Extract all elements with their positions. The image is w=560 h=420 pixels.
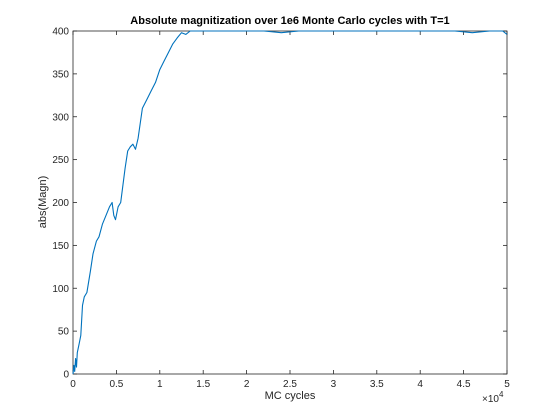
- y-tick-label: 400: [52, 27, 69, 38]
- x-tick-label: 3.5: [370, 379, 384, 390]
- y-tick-label: 50: [58, 327, 70, 338]
- x-tick-label: 0.5: [109, 379, 123, 390]
- y-axis-ticks: 0 50 100 150 200 250 300 350 400: [52, 27, 507, 381]
- y-tick-label: 300: [52, 112, 69, 123]
- x-axis-label: MC cycles: [265, 390, 316, 402]
- x-axis-exponent: ×104: [482, 390, 504, 405]
- y-tick-label: 150: [52, 241, 69, 252]
- y-tick-label: 200: [52, 198, 69, 209]
- x-tick-label: 0: [70, 379, 76, 390]
- y-tick-label: 0: [63, 370, 69, 381]
- chart-title: Absolute magnitization over 1e6 Monte Ca…: [130, 15, 449, 27]
- y-tick-label: 350: [52, 69, 69, 80]
- series-layer: [72, 30, 508, 375]
- x-tick-label: 2: [244, 379, 250, 390]
- x-tick-label: 1: [157, 379, 163, 390]
- y-tick-label: 250: [52, 155, 69, 166]
- series-line: [72, 30, 508, 375]
- x-tick-label: 5: [504, 379, 510, 390]
- plot-area: [72, 30, 508, 375]
- x-tick-label: 4: [417, 379, 423, 390]
- x-axis-exponent-base: ×10: [482, 394, 499, 405]
- x-tick-label: 2.5: [283, 379, 297, 390]
- x-tick-label: 3: [331, 379, 337, 390]
- y-axis-label: abs(Magn): [37, 176, 49, 229]
- x-tick-label: 1.5: [196, 379, 210, 390]
- y-tick-label: 100: [52, 284, 69, 295]
- x-axis-exponent-power: 4: [499, 390, 504, 399]
- x-tick-label: 4.5: [457, 379, 471, 390]
- x-axis-ticks: 0 0.5 1 1.5 2 2.5 3 3.5 4 4.5 5: [70, 31, 510, 390]
